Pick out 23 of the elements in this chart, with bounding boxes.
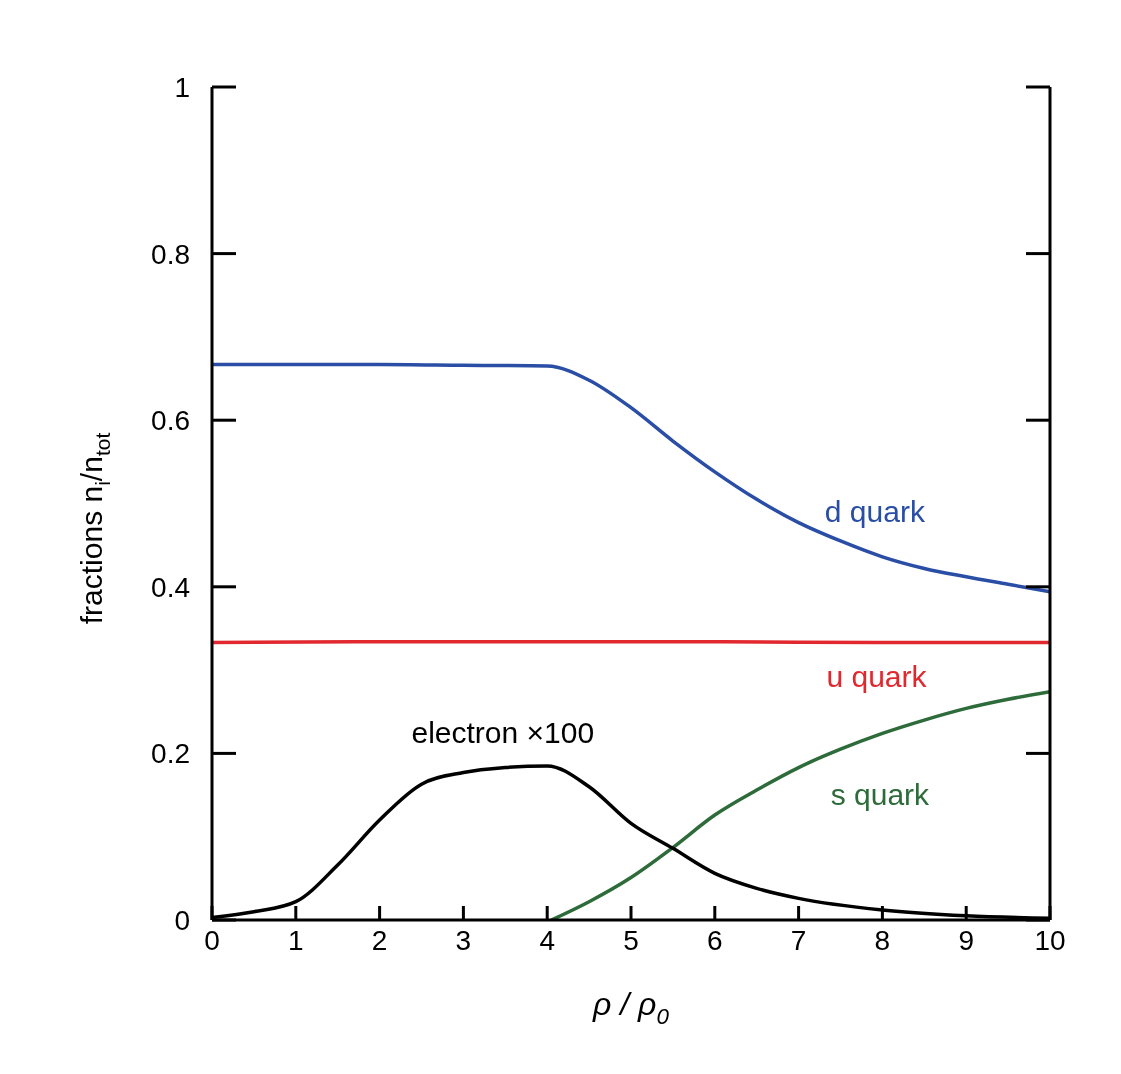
x-tick-label: 8 — [874, 925, 891, 956]
y-tick-label: 0 — [174, 905, 190, 936]
x-axis-title: ρ / ρ$_{0}$ — [592, 986, 670, 1029]
y-tick-label: 1 — [174, 72, 190, 103]
x-tick-label: 10 — [1034, 925, 1066, 956]
line-series — [212, 362, 1050, 594]
series-label: u quark — [826, 659, 928, 693]
y-tick-label: 0.2 — [151, 738, 190, 770]
x-tick-label: 5 — [623, 925, 639, 956]
x-tick-label: 9 — [958, 925, 974, 956]
series-label: d quark — [824, 494, 926, 528]
x-tick-label: 1 — [288, 925, 304, 956]
x-tick-label: 0 — [204, 925, 220, 956]
series-label: s quark — [830, 778, 931, 812]
y-tick-label: 0.4 — [151, 571, 190, 603]
x-tick-label: 7 — [790, 925, 807, 956]
x-tick-label: 3 — [455, 925, 472, 956]
x-tick-label: 6 — [707, 925, 723, 956]
series-label: electron ×100 — [411, 716, 595, 750]
x-tick-label: 2 — [371, 925, 388, 956]
y-tick-label: 0.8 — [151, 238, 190, 270]
x-tick-label: 4 — [539, 925, 555, 956]
y-tick-label: 0.6 — [151, 405, 190, 437]
